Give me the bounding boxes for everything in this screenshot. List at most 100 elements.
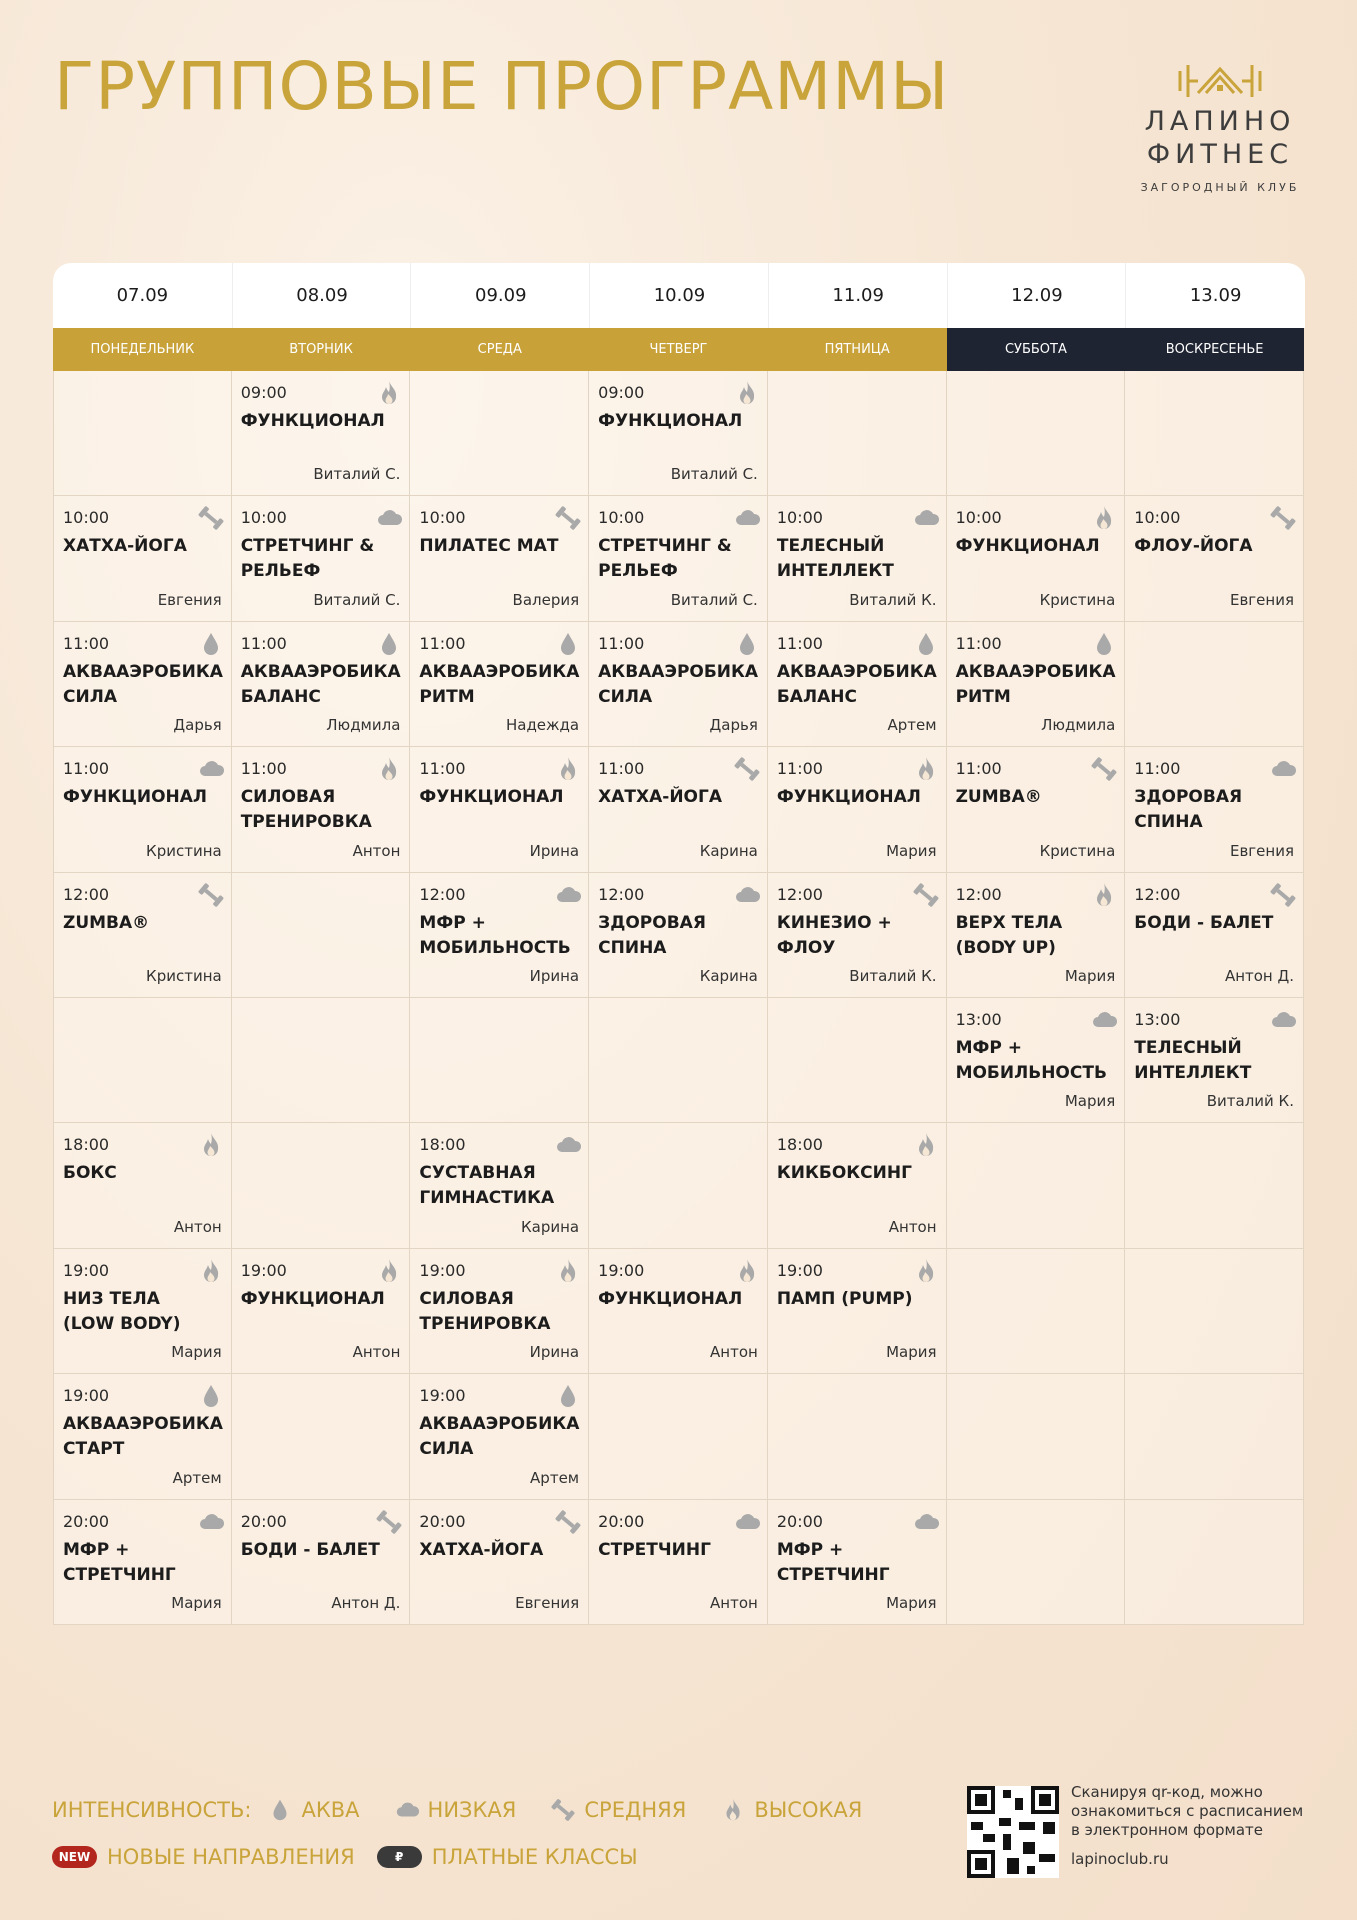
schedule-cell [410, 998, 590, 1124]
schedule-cell [1125, 1248, 1304, 1375]
schedule-cell: 10:00 СТРЕТЧИНГ & РЕЛЬЕФ Виталий С. [231, 496, 411, 622]
schedule-cell: 19:00 АКВААЭРОБИКА СИЛА Артем [410, 1374, 590, 1500]
schedule-cell [1125, 1499, 1304, 1625]
class-time: 12:00 [63, 884, 110, 904]
intensity-icon [382, 632, 397, 655]
schedule-cell [53, 998, 232, 1124]
schedule-cell [1125, 621, 1304, 748]
class-time: 19:00 [240, 1260, 287, 1280]
schedule-cell [231, 1123, 411, 1249]
intensity-icon [918, 1258, 933, 1282]
day-header: ВТОРНИК [231, 328, 411, 371]
trainer: Мария [171, 1593, 222, 1612]
class-time: 11:00 [419, 633, 466, 653]
schedule-cell: 12:00 БОДИ - БАЛЕТ Антон Д. [1125, 872, 1304, 998]
site-link[interactable]: lapinoclub.ru [1071, 1850, 1169, 1868]
trainer: Виталий С. [670, 590, 758, 609]
intensity-icon [561, 757, 576, 781]
trainer: Евгения [515, 1593, 580, 1612]
schedule-cell: 10:00 СТРЕТЧИНГ & РЕЛЬЕФ Виталий С. [589, 496, 768, 622]
day-header: ВОСКРЕСЕНЬЕ [1125, 328, 1304, 371]
trainer: Антон Д. [1224, 966, 1294, 985]
schedule-cell: 10:00 ХАТХА-ЙОГА Евгения [53, 496, 232, 622]
class-name: НИЗ ТЕЛА (LOW BODY) [63, 1288, 181, 1334]
date-header: 09.09 [410, 263, 591, 328]
schedule-cell: 19:00 ФУНКЦИОНАЛ Антон [231, 1248, 411, 1375]
schedule-cell: 12:00 КИНЕЗИО + ФЛОУ Виталий К. [767, 872, 947, 998]
class-time: 11:00 [63, 633, 110, 653]
class-name: ФЛОУ-ЙОГА [1134, 536, 1253, 557]
class-time: 20:00 [63, 1511, 110, 1531]
trainer: Антон [352, 841, 401, 860]
logo-line: ЛАПИНО [1144, 106, 1296, 137]
schedule-cell: 18:00 БОКС Антон [53, 1123, 232, 1249]
schedule-cell [589, 1374, 768, 1500]
trainer: Артем [172, 1468, 222, 1487]
schedule-cell: 10:00 ФУНКЦИОНАЛ Кристина [946, 496, 1126, 622]
intensity-icon [555, 1509, 581, 1534]
trainer: Виталий С. [313, 590, 401, 609]
class-name: ФУНКЦИОНАЛ [63, 787, 208, 808]
schedule-cell: 11:00 СИЛОВАЯ ТРЕНИРОВКА Антон [231, 747, 411, 873]
intensity-icon [914, 510, 939, 526]
class-time: 12:00 [776, 884, 823, 904]
intensity-icon [1097, 632, 1112, 655]
trainer: Мария [886, 841, 937, 860]
legend-label: СРЕДНЯЯ [584, 1798, 687, 1822]
intensity-icon [199, 1513, 224, 1529]
intensity-icon [1097, 506, 1112, 530]
intensity-icon [918, 632, 933, 655]
trainer: Виталий К. [849, 966, 937, 985]
schedule-cell: 11:00 АКВААЭРОБИКА РИТМ Людмила [946, 621, 1126, 748]
class-name: ТЕЛЕСНЫЙ ИНТЕЛЛЕКТ [1134, 1038, 1252, 1083]
legend-label: НИЗКАЯ [427, 1798, 517, 1822]
intensity-icon [1270, 882, 1296, 907]
logo-tagline: ЗАГОРОДНЫЙ КЛУБ [1140, 181, 1300, 194]
class-name: ФУНКЦИОНАЛ [240, 1288, 385, 1309]
schedule-cell [767, 1374, 947, 1500]
class-time: 13:00 [1134, 1010, 1181, 1029]
trainer: Антон [888, 1217, 937, 1236]
intensity-icon [726, 1798, 740, 1821]
date-header: 12.09 [946, 263, 1127, 328]
class-time: 20:00 [598, 1511, 645, 1531]
class-time: 18:00 [776, 1135, 823, 1155]
logo-line: ФИТНЕС [1146, 139, 1294, 170]
schedule-cell: 12:00 ЗДОРОВАЯ СПИНА Карина [589, 872, 768, 998]
trainer: Мария [171, 1343, 222, 1362]
trainer: Людмила [1041, 716, 1116, 735]
intensity-icon [735, 886, 760, 902]
class-time: 11:00 [598, 759, 645, 779]
schedule-cell [946, 371, 1126, 497]
class-name: КИНЕЗИО + ФЛОУ [776, 912, 892, 958]
trainer: Евгения [1229, 841, 1294, 860]
class-name: ПИЛАТЕС МАТ [419, 536, 559, 557]
class-name: МФР + МОБИЛЬНОСТЬ [955, 1038, 1107, 1083]
class-name: МФР + СТРЕТЧИНГ [776, 1539, 890, 1585]
trainer: Карина [699, 841, 758, 860]
schedule-cell: 12:00 ZUMBA® Кристина [53, 872, 232, 998]
schedule-cell: 11:00 АКВААЭРОБИКА СИЛА Дарья [589, 621, 768, 748]
legend-item: СРЕДНЯЯ [550, 1797, 686, 1823]
schedule-cell [53, 371, 232, 497]
intensity-icon [551, 1799, 575, 1821]
legend-item: АКВА [267, 1797, 360, 1823]
day-header: СУББОТА [946, 328, 1126, 371]
trainer: Виталий С. [313, 465, 401, 484]
new-badge: NEW [52, 1846, 97, 1868]
schedule-cell: 09:00 ФУНКЦИОНАЛ Виталий С. [589, 371, 768, 497]
schedule-cell [231, 872, 411, 998]
schedule-cell: 10:00 ФЛОУ-ЙОГА Евгения [1125, 496, 1304, 622]
class-name: ZUMBA® [63, 912, 150, 933]
legend-title: ИНТЕНСИВНОСТЬ: [52, 1798, 252, 1822]
trainer: Антон [710, 1593, 758, 1612]
intensity-icon [739, 381, 754, 404]
legend: ИНТЕНСИВНОСТЬ: АКВА НИЗКАЯ СРЕДНЯЯ ВЫСОКАЯ … [52, 1795, 896, 1889]
intensity-icon [203, 1385, 218, 1408]
trainer: Артем [530, 1468, 580, 1487]
schedule-cell: 11:00 ЗДОРОВАЯ СПИНА Евгения [1125, 747, 1304, 873]
intensity-icon [203, 1258, 218, 1282]
schedule-cell: 20:00 МФР + СТРЕТЧИНГ Мария [53, 1499, 232, 1625]
